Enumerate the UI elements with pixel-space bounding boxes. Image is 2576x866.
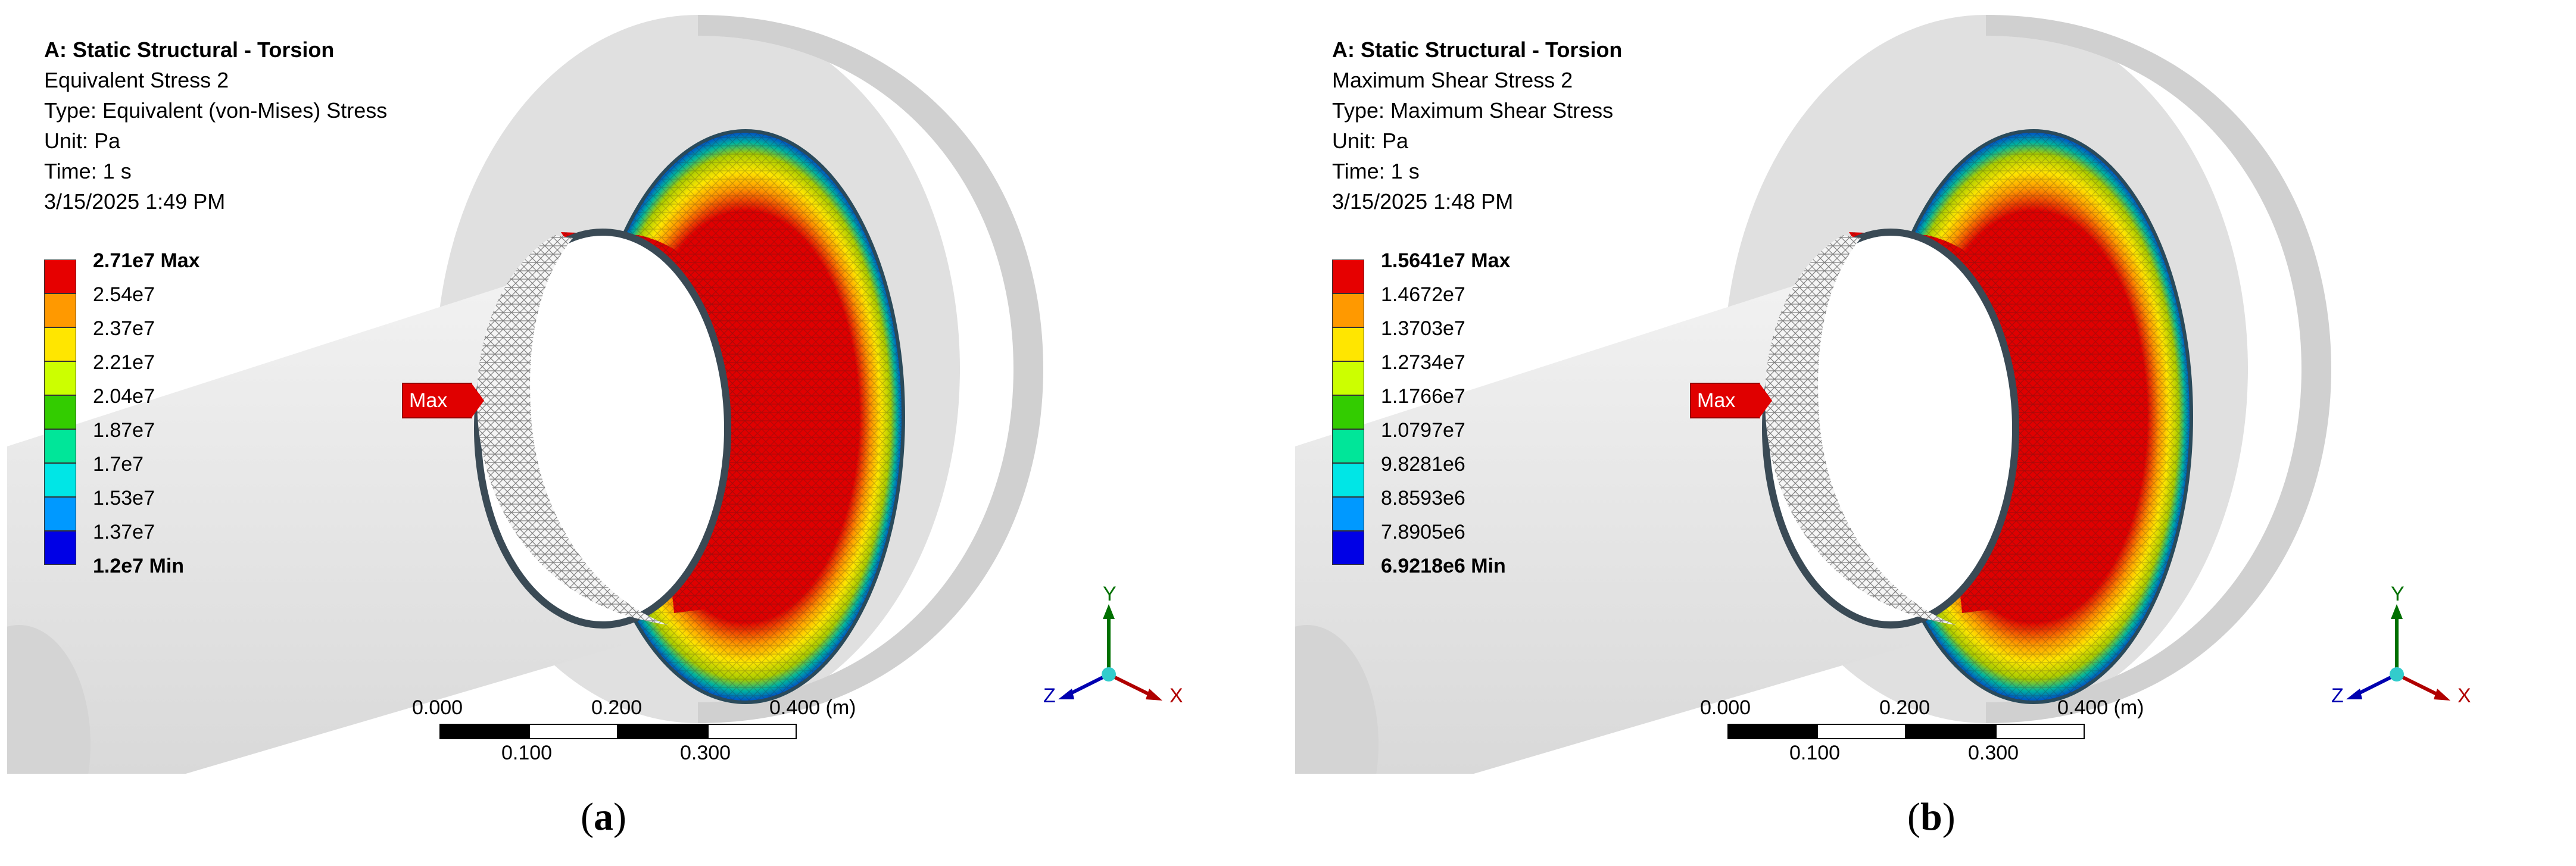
legend-swatch (1332, 327, 1364, 361)
result-unit: Unit: Pa (1332, 129, 1409, 153)
result-name: Equivalent Stress 2 (44, 68, 229, 92)
caption-letter: b (1920, 795, 1942, 839)
scale-tick-label: 0.300 (680, 742, 731, 764)
triad-y-label: Y (1103, 583, 1117, 605)
legend-level-label: 1.0797e7 (1381, 419, 1465, 442)
result-name: Maximum Shear Stress 2 (1332, 68, 1573, 92)
scale-segment (1906, 724, 1995, 739)
legend-max-label: 1.5641e7 Max (1381, 249, 1511, 272)
caption-letter: a (593, 795, 613, 839)
legend-swatch (1332, 463, 1364, 497)
scale-segment (1727, 724, 1817, 739)
result-panel-b: A: Static Structural - Torsion Maximum S… (1288, 0, 2576, 866)
scale-tick-label: 0.100 (501, 742, 553, 764)
figure-caption-a: (a) (581, 795, 626, 839)
max-probe-text: Max (1690, 383, 1760, 418)
legend-level-label: 1.4672e7 (1381, 283, 1465, 306)
result-unit: Unit: Pa (44, 129, 121, 153)
probe-arrow-icon (471, 383, 484, 418)
legend-swatch (44, 531, 76, 565)
triad-x-label: X (2458, 684, 2471, 707)
legend-swatch (44, 463, 76, 497)
legend-swatch (44, 395, 76, 429)
result-time: Time: 1 s (1332, 159, 1420, 183)
legend-swatch (1332, 260, 1364, 293)
scale-tick-label: 0.200 (591, 696, 643, 719)
legend-level-label: 1.7e7 (93, 453, 144, 476)
legend-level-label: 1.37e7 (93, 521, 155, 543)
scale-segment (707, 724, 797, 739)
axis-triad[interactable]: Y X Z (2331, 583, 2474, 717)
legend-swatch (1332, 395, 1364, 429)
model-view (1295, 15, 2331, 774)
scale-tick-label: 0.400 (m) (2057, 696, 2144, 719)
legend-min-label: 1.2e7 Min (93, 555, 185, 577)
scale-segment (529, 724, 618, 739)
figure-caption-b: (b) (1907, 795, 1956, 839)
probe-arrow-icon (1759, 383, 1772, 418)
scale-tick-label: 0.100 (1789, 742, 1841, 764)
scale-tick-label: 0.300 (1968, 742, 2019, 764)
triad-y-label: Y (2391, 583, 2405, 605)
legend-level-label: 1.53e7 (93, 487, 155, 509)
legend-level-label: 2.21e7 (93, 351, 155, 374)
legend-swatch (1332, 361, 1364, 395)
scale-segment (439, 724, 529, 739)
legend-level-label: 2.54e7 (93, 283, 155, 306)
result-info: A: Static Structural - Torsion Maximum S… (1332, 35, 1622, 217)
legend-swatch (1332, 497, 1364, 531)
max-probe-text: Max (402, 383, 472, 418)
result-panel-a: A: Static Structural - Torsion Equivalen… (7, 0, 1286, 839)
legend-level-label: 2.37e7 (93, 317, 155, 340)
scale-bar: 0.000 0.200 0.400 (m) 0.100 0.300 (405, 696, 857, 768)
scale-tick-label: 0.200 (1879, 696, 1931, 719)
triad-icon (1058, 604, 1162, 701)
legend-swatch (44, 429, 76, 463)
analysis-title: A: Static Structural - Torsion (1332, 37, 1623, 62)
scale-segment (1995, 724, 2085, 739)
legend-level-label: 9.8281e6 (1381, 453, 1465, 476)
legend-level-label: 1.1766e7 (1381, 385, 1465, 408)
legend-min-label: 6.9218e6 Min (1381, 555, 1506, 577)
graphics-viewport[interactable]: A: Static Structural - Torsion Maximum S… (1295, 0, 2574, 774)
legend-swatch (1332, 531, 1364, 565)
legend-level-label: 1.2734e7 (1381, 351, 1465, 374)
scale-segment (1817, 724, 1906, 739)
scale-segment (618, 724, 707, 739)
legend-swatch (1332, 293, 1364, 327)
legend-max-label: 2.71e7 Max (93, 249, 200, 272)
legend-swatch (44, 260, 76, 293)
axis-triad[interactable]: Y X Z (1043, 583, 1186, 717)
triad-z-label: Z (1043, 684, 1056, 707)
legend-swatch (44, 497, 76, 531)
result-type: Type: Maximum Shear Stress (1332, 98, 1614, 123)
legend-level-label: 8.8593e6 (1381, 487, 1465, 509)
scale-tick-label: 0.000 (412, 696, 463, 719)
model-view (7, 15, 1043, 774)
result-info: A: Static Structural - Torsion Equivalen… (44, 35, 387, 217)
scale-tick-label: 0.000 (1700, 696, 1751, 719)
legend-swatch (44, 293, 76, 327)
triad-z-label: Z (2331, 684, 2344, 707)
legend-level-label: 2.04e7 (93, 385, 155, 408)
result-time: Time: 1 s (44, 159, 132, 183)
analysis-title: A: Static Structural - Torsion (44, 37, 335, 62)
legend-swatch (1332, 429, 1364, 463)
legend-swatch (44, 327, 76, 361)
triad-x-label: X (1170, 684, 1183, 707)
graphics-viewport[interactable]: A: Static Structural - Torsion Equivalen… (7, 0, 1286, 774)
legend-level-label: 1.3703e7 (1381, 317, 1465, 340)
legend-level-label: 7.8905e6 (1381, 521, 1465, 543)
legend-swatch (44, 361, 76, 395)
scale-bar: 0.000 0.200 0.400 (m) 0.100 0.300 (1693, 696, 2145, 768)
result-type: Type: Equivalent (von-Mises) Stress (44, 98, 388, 123)
result-date: 3/15/2025 1:48 PM (1332, 189, 1514, 214)
result-date: 3/15/2025 1:49 PM (44, 189, 226, 214)
legend-level-label: 1.87e7 (93, 419, 155, 442)
triad-icon (2346, 604, 2450, 701)
scale-tick-label: 0.400 (m) (769, 696, 856, 719)
